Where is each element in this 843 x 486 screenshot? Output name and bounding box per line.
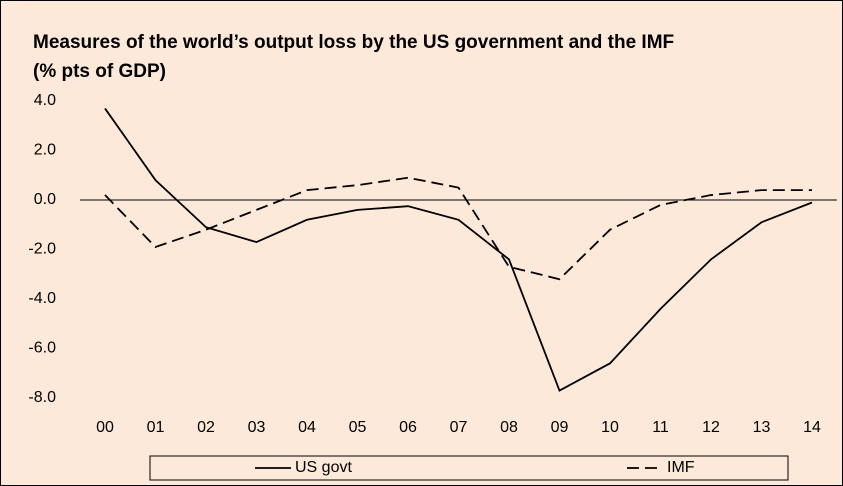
x-tick-label: 14 xyxy=(803,419,821,436)
y-tick-label: 2.0 xyxy=(34,142,56,159)
chart-title: Measures of the world’s output loss by t… xyxy=(33,32,674,53)
x-tick-label: 01 xyxy=(147,419,165,436)
x-tick-label: 07 xyxy=(450,419,468,436)
legend-box xyxy=(149,455,789,481)
y-tick-label: -6.0 xyxy=(28,340,56,357)
series-line xyxy=(104,176,812,281)
series-line xyxy=(104,107,813,392)
x-tick-label: 09 xyxy=(551,419,569,436)
x-tick-label: 05 xyxy=(349,419,367,436)
legend-label: IMF xyxy=(667,459,695,476)
x-tick-label: 06 xyxy=(399,419,417,436)
y-tick-label: -2.0 xyxy=(28,241,56,258)
chart-subtitle: (% pts of GDP) xyxy=(33,61,166,82)
y-tick-label: -8.0 xyxy=(28,389,56,406)
y-tick-label: -4.0 xyxy=(28,290,56,307)
x-tick-label: 11 xyxy=(652,419,669,436)
x-tick-label: 04 xyxy=(298,419,316,436)
y-tick-label: 4.0 xyxy=(34,92,56,109)
legend-label: US govt xyxy=(295,459,352,476)
x-tick-label: 00 xyxy=(96,419,114,436)
x-tick-label: 02 xyxy=(197,419,215,436)
y-tick-label: 0.0 xyxy=(34,191,56,208)
x-tick-label: 03 xyxy=(248,419,266,436)
x-tick-label: 13 xyxy=(753,419,771,436)
x-tick-label: 12 xyxy=(702,419,720,436)
x-tick-label: 08 xyxy=(500,419,518,436)
x-tick-label: 10 xyxy=(601,419,619,436)
